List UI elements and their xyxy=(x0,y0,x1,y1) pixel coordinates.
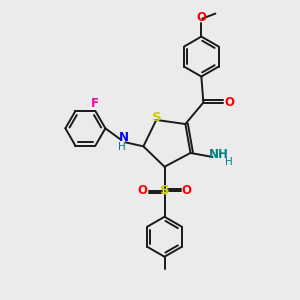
Text: O: O xyxy=(224,96,234,109)
Text: O: O xyxy=(182,184,191,197)
Text: N: N xyxy=(118,131,128,144)
Text: F: F xyxy=(90,97,98,110)
Text: S: S xyxy=(160,184,169,197)
Text: H: H xyxy=(118,142,125,152)
Text: O: O xyxy=(196,11,206,24)
Text: NH: NH xyxy=(208,148,228,161)
Text: O: O xyxy=(137,184,148,197)
Text: H: H xyxy=(225,157,232,167)
Text: S: S xyxy=(152,111,162,124)
